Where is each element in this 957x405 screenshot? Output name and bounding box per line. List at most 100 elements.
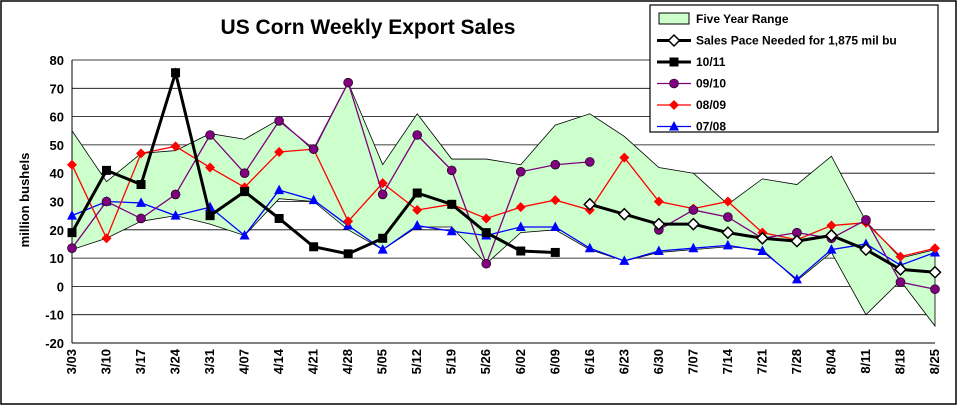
- y-tick-label: 60: [50, 110, 64, 125]
- data-point-07-08: [136, 197, 147, 207]
- data-point-07-08: [550, 221, 561, 231]
- data-point-10-11: [67, 228, 77, 238]
- data-point-09-10: [274, 116, 284, 126]
- data-point-08-09: [136, 148, 147, 159]
- x-axis-labels: 3/03 3/10 3/17 3/24 3/31 4/07 4/14 4/21 4/28 5/05…: [64, 348, 942, 374]
- data-point-sales-pace-needed-for-1-875-mil-bu: [790, 234, 804, 248]
- x-tick-label: 8/18: [892, 349, 907, 374]
- y-tick-label: 80: [50, 53, 64, 68]
- data-point-07-08: [791, 273, 802, 284]
- x-tick-label: 7/28: [789, 349, 804, 374]
- data-point-sales-pace-needed-for-1-875-mil-bu: [824, 228, 839, 243]
- data-point-09-10: [723, 212, 733, 222]
- x-tick-label: 8/11: [858, 349, 873, 374]
- series-line-08-09: [71, 145, 936, 258]
- series-10-11: [67, 67, 560, 259]
- data-point-07-08: [308, 194, 319, 205]
- legend-label-08-09: 08/09: [696, 98, 726, 112]
- data-point-08-09: [550, 195, 561, 206]
- x-tick-label: 3/10: [99, 349, 114, 374]
- data-point-09-10: [515, 166, 526, 177]
- legend-label-five-year-range: Five Year Range: [696, 12, 789, 26]
- data-point-08-09: [895, 251, 906, 262]
- legend-marker-sales-pace-needed-for-1-875-mil-bu: [667, 33, 681, 48]
- x-tick-label: 6/02: [513, 349, 528, 374]
- data-point-09-10: [136, 213, 146, 224]
- data-point-07-08: [826, 244, 837, 254]
- data-point-09-10: [584, 157, 595, 167]
- x-tick-label: 7/07: [685, 349, 700, 374]
- plot-area: [67, 59, 942, 344]
- data-point-09-10: [481, 258, 492, 269]
- data-point-10-11: [481, 228, 491, 238]
- x-tick-label: 6/09: [547, 349, 562, 374]
- y-tick-label: 20: [50, 223, 64, 238]
- x-tick-label: 5/26: [478, 349, 493, 374]
- data-point-09-10: [239, 168, 250, 178]
- data-point-07-08: [722, 239, 733, 250]
- series-sales-pace-needed-for-1-875-mil-bu: [583, 197, 942, 279]
- data-point-08-09: [274, 146, 285, 157]
- x-tick-label: 6/30: [651, 349, 666, 374]
- data-point-10-11: [240, 187, 250, 197]
- x-tick-label: 3/31: [202, 349, 217, 374]
- legend-label-07-08: 07/08: [696, 120, 726, 134]
- data-point-09-10: [205, 130, 215, 140]
- legend-marker-10-11: [669, 57, 679, 67]
- data-point-sales-pace-needed-for-1-875-mil-bu: [893, 262, 908, 276]
- legend-box: [649, 4, 939, 133]
- data-point-09-10: [101, 196, 112, 207]
- data-point-09-10: [377, 189, 388, 200]
- y-tick-label: 10: [50, 251, 64, 266]
- x-tick-label: 8/25: [927, 349, 942, 374]
- x-tick-label: 4/14: [271, 348, 286, 374]
- data-point-09-10: [67, 243, 77, 253]
- legend-marker-08-09: [669, 100, 679, 110]
- data-point-09-10: [688, 205, 699, 215]
- data-point-07-08: [377, 244, 388, 254]
- data-point-sales-pace-needed-for-1-875-mil-bu: [721, 226, 735, 240]
- x-tick-label: 4/21: [306, 349, 321, 374]
- data-point-07-08: [584, 242, 595, 253]
- x-tick-label: 6/16: [582, 349, 597, 374]
- legend-label-sales-pace-needed-for-1-875-mil-bu: Sales Pace Needed for 1,875 mil bu: [696, 34, 897, 48]
- data-point-09-10: [930, 284, 940, 295]
- data-point-10-11: [550, 247, 560, 257]
- data-point-10-11: [102, 165, 112, 175]
- y-axis-label: million bushels: [17, 153, 32, 248]
- x-tick-label: 3/03: [64, 349, 79, 374]
- legend-marker-07-08: [669, 121, 679, 131]
- data-point-sales-pace-needed-for-1-875-mil-bu: [686, 217, 700, 231]
- data-point-08-09: [653, 196, 664, 207]
- data-point-07-08: [412, 220, 423, 230]
- x-tick-label: 4/28: [340, 349, 355, 374]
- data-point-sales-pace-needed-for-1-875-mil-bu: [928, 265, 942, 279]
- x-tick-label: 8/04: [823, 348, 838, 374]
- y-tick-label: 70: [50, 81, 64, 96]
- y-tick-label: 40: [50, 166, 64, 181]
- data-point-09-10: [308, 144, 319, 154]
- data-point-09-10: [412, 130, 423, 140]
- data-point-sales-pace-needed-for-1-875-mil-bu: [583, 197, 597, 211]
- x-tick-label: 3/24: [168, 348, 183, 374]
- data-point-07-08: [67, 210, 77, 220]
- data-point-sales-pace-needed-for-1-875-mil-bu: [617, 207, 631, 221]
- chart-title: US Corn Weekly Export Sales: [221, 16, 516, 39]
- y-tick-label: 30: [50, 195, 64, 210]
- five-year-range-band: [71, 81, 936, 328]
- legend-label-10-11: 10/11: [696, 55, 726, 69]
- data-point-08-09: [205, 162, 216, 173]
- y-tick-label: 50: [50, 138, 64, 153]
- data-point-10-11: [447, 199, 457, 209]
- legend-label-09-10: 09/10: [696, 77, 726, 91]
- x-tick-label: 4/07: [237, 349, 252, 374]
- data-point-sales-pace-needed-for-1-875-mil-bu: [859, 243, 873, 257]
- data-point-08-09: [826, 220, 837, 231]
- data-point-07-08: [446, 225, 457, 236]
- data-point-09-10: [861, 215, 871, 225]
- y-tick-label: 0: [57, 279, 64, 294]
- data-point-09-10: [170, 189, 181, 200]
- data-point-08-09: [619, 152, 630, 163]
- legend-marker-09-10: [669, 78, 679, 89]
